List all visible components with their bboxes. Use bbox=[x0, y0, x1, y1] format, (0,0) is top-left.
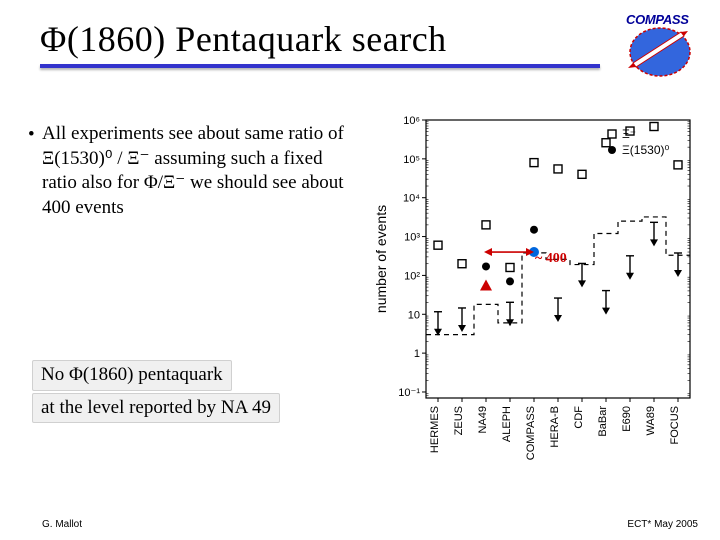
svg-text:10⁻¹: 10⁻¹ bbox=[398, 387, 420, 399]
svg-text:10³: 10³ bbox=[404, 232, 420, 244]
svg-text:10²: 10² bbox=[404, 270, 420, 282]
svg-text:Ξ(1530)⁰: Ξ(1530)⁰ bbox=[622, 143, 669, 157]
footer-author: G. Mallot bbox=[42, 519, 82, 530]
svg-text:COMPASS: COMPASS bbox=[525, 406, 537, 460]
arrow-annotation: ~ 400 bbox=[535, 251, 567, 267]
title-underline bbox=[40, 64, 600, 68]
chart-svg: 10⁻¹ 1 10 10² 10³ 10⁴ 10⁵ 10⁶ number of events HE… bbox=[372, 110, 702, 462]
svg-text:number of events: number of events bbox=[373, 205, 389, 313]
conclusion-line-1: No Φ(1860) pentaquark bbox=[32, 360, 232, 391]
svg-text:10: 10 bbox=[408, 309, 420, 321]
svg-text:ZEUS: ZEUS bbox=[453, 406, 465, 435]
svg-text:WA89: WA89 bbox=[645, 406, 657, 436]
svg-text:HERA-B: HERA-B bbox=[549, 406, 561, 448]
title-bar: Φ(1860) Pentaquark search bbox=[40, 18, 680, 68]
footer-date: ECT* May 2005 bbox=[627, 519, 698, 530]
bullet-content: All experiments see about same ratio of … bbox=[42, 123, 344, 218]
svg-text:E690: E690 bbox=[621, 406, 633, 432]
conclusion-line-2: at the level reported by NA 49 bbox=[32, 393, 280, 424]
svg-text:Ξ⁻: Ξ⁻ bbox=[622, 127, 636, 141]
svg-text:10⁶: 10⁶ bbox=[403, 115, 420, 127]
svg-text:ALEPH: ALEPH bbox=[501, 406, 513, 442]
svg-text:NA49: NA49 bbox=[477, 406, 489, 434]
arrow-400-label: ~ 400 bbox=[535, 251, 567, 267]
svg-text:HERMES: HERMES bbox=[429, 406, 441, 453]
svg-text:CDF: CDF bbox=[573, 406, 585, 429]
svg-text:BaBar: BaBar bbox=[597, 406, 609, 437]
svg-text:FOCUS: FOCUS bbox=[669, 406, 681, 445]
page-title: Φ(1860) Pentaquark search bbox=[40, 18, 680, 60]
compass-label: COMPASS bbox=[626, 12, 689, 27]
svg-text:1: 1 bbox=[414, 348, 420, 360]
bullet-text: • All experiments see about same ratio o… bbox=[42, 122, 362, 221]
svg-text:10⁵: 10⁵ bbox=[403, 154, 420, 166]
svg-text:10⁴: 10⁴ bbox=[403, 193, 420, 205]
bullet-dot: • bbox=[28, 123, 35, 148]
events-chart: 10⁻¹ 1 10 10² 10³ 10⁴ 10⁵ 10⁶ number of events HE… bbox=[372, 110, 702, 462]
compass-logo: COMPASS bbox=[618, 12, 700, 78]
conclusion-block: No Φ(1860) pentaquark at the level repor… bbox=[32, 360, 372, 425]
